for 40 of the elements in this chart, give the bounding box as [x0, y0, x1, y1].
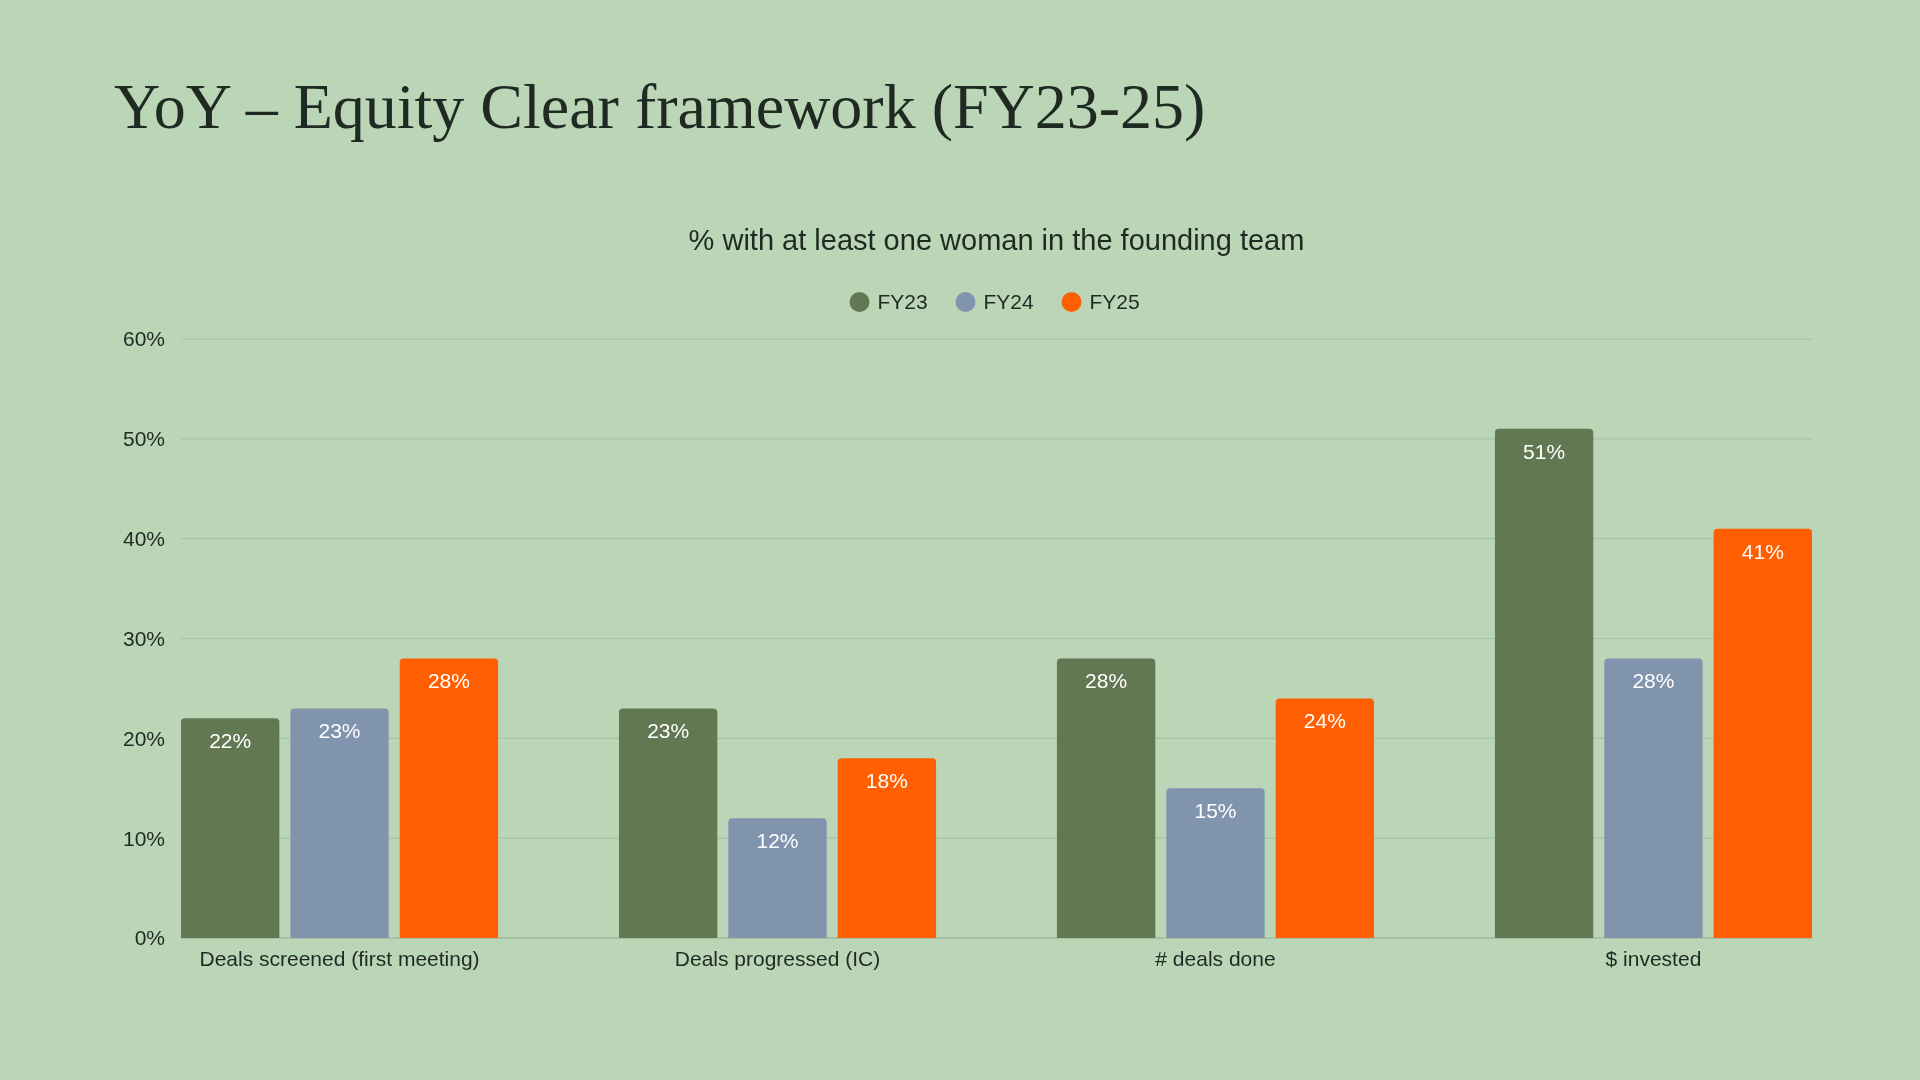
y-tick-label: 30%: [122, 626, 165, 650]
text: 51%: [1523, 439, 1566, 463]
bar: [399, 658, 499, 938]
bar: [728, 818, 827, 938]
bar: [1275, 698, 1375, 938]
text: 41%: [1741, 539, 1784, 563]
text: 23%: [647, 719, 690, 743]
bar: [181, 718, 280, 938]
text: 28%: [1632, 669, 1675, 693]
text: 15%: [1194, 799, 1237, 823]
text: 18%: [865, 769, 908, 793]
legend-label: FY23: [877, 290, 928, 314]
chart-title: YoY – Equity Clear framework (FY23-25): [114, 71, 1206, 142]
text: 12%: [756, 829, 799, 853]
y-tick-label: 20%: [122, 726, 165, 750]
bar: [837, 758, 937, 938]
text: 24%: [1303, 709, 1346, 733]
text: 28%: [1085, 669, 1128, 693]
bar: [1713, 528, 1812, 938]
chart-subtitle: % with at least one woman in the founding team: [688, 224, 1305, 256]
text: 22%: [209, 729, 252, 753]
text: 28%: [427, 669, 470, 693]
y-tick-label: 40%: [122, 527, 165, 551]
y-tick-label: 0%: [134, 926, 165, 950]
bar: [1056, 658, 1156, 938]
y-tick-label: 10%: [122, 826, 165, 850]
bar: [1494, 428, 1594, 938]
text: 23%: [318, 719, 361, 743]
bar: [290, 708, 389, 938]
y-tick-label: 60%: [122, 327, 165, 351]
x-tick-label: Deals screened (first meeting): [199, 947, 480, 970]
bar: [1166, 788, 1265, 938]
x-tick-label: $ invested: [1605, 947, 1702, 970]
bar: [1604, 658, 1703, 938]
legend-label: FY25: [1089, 290, 1140, 314]
legend-label: FY24: [983, 290, 1035, 314]
y-tick-label: 50%: [122, 427, 165, 451]
x-tick-label: # deals done: [1155, 947, 1276, 970]
bar: [618, 708, 718, 938]
x-tick-label: Deals progressed (IC): [674, 947, 881, 970]
